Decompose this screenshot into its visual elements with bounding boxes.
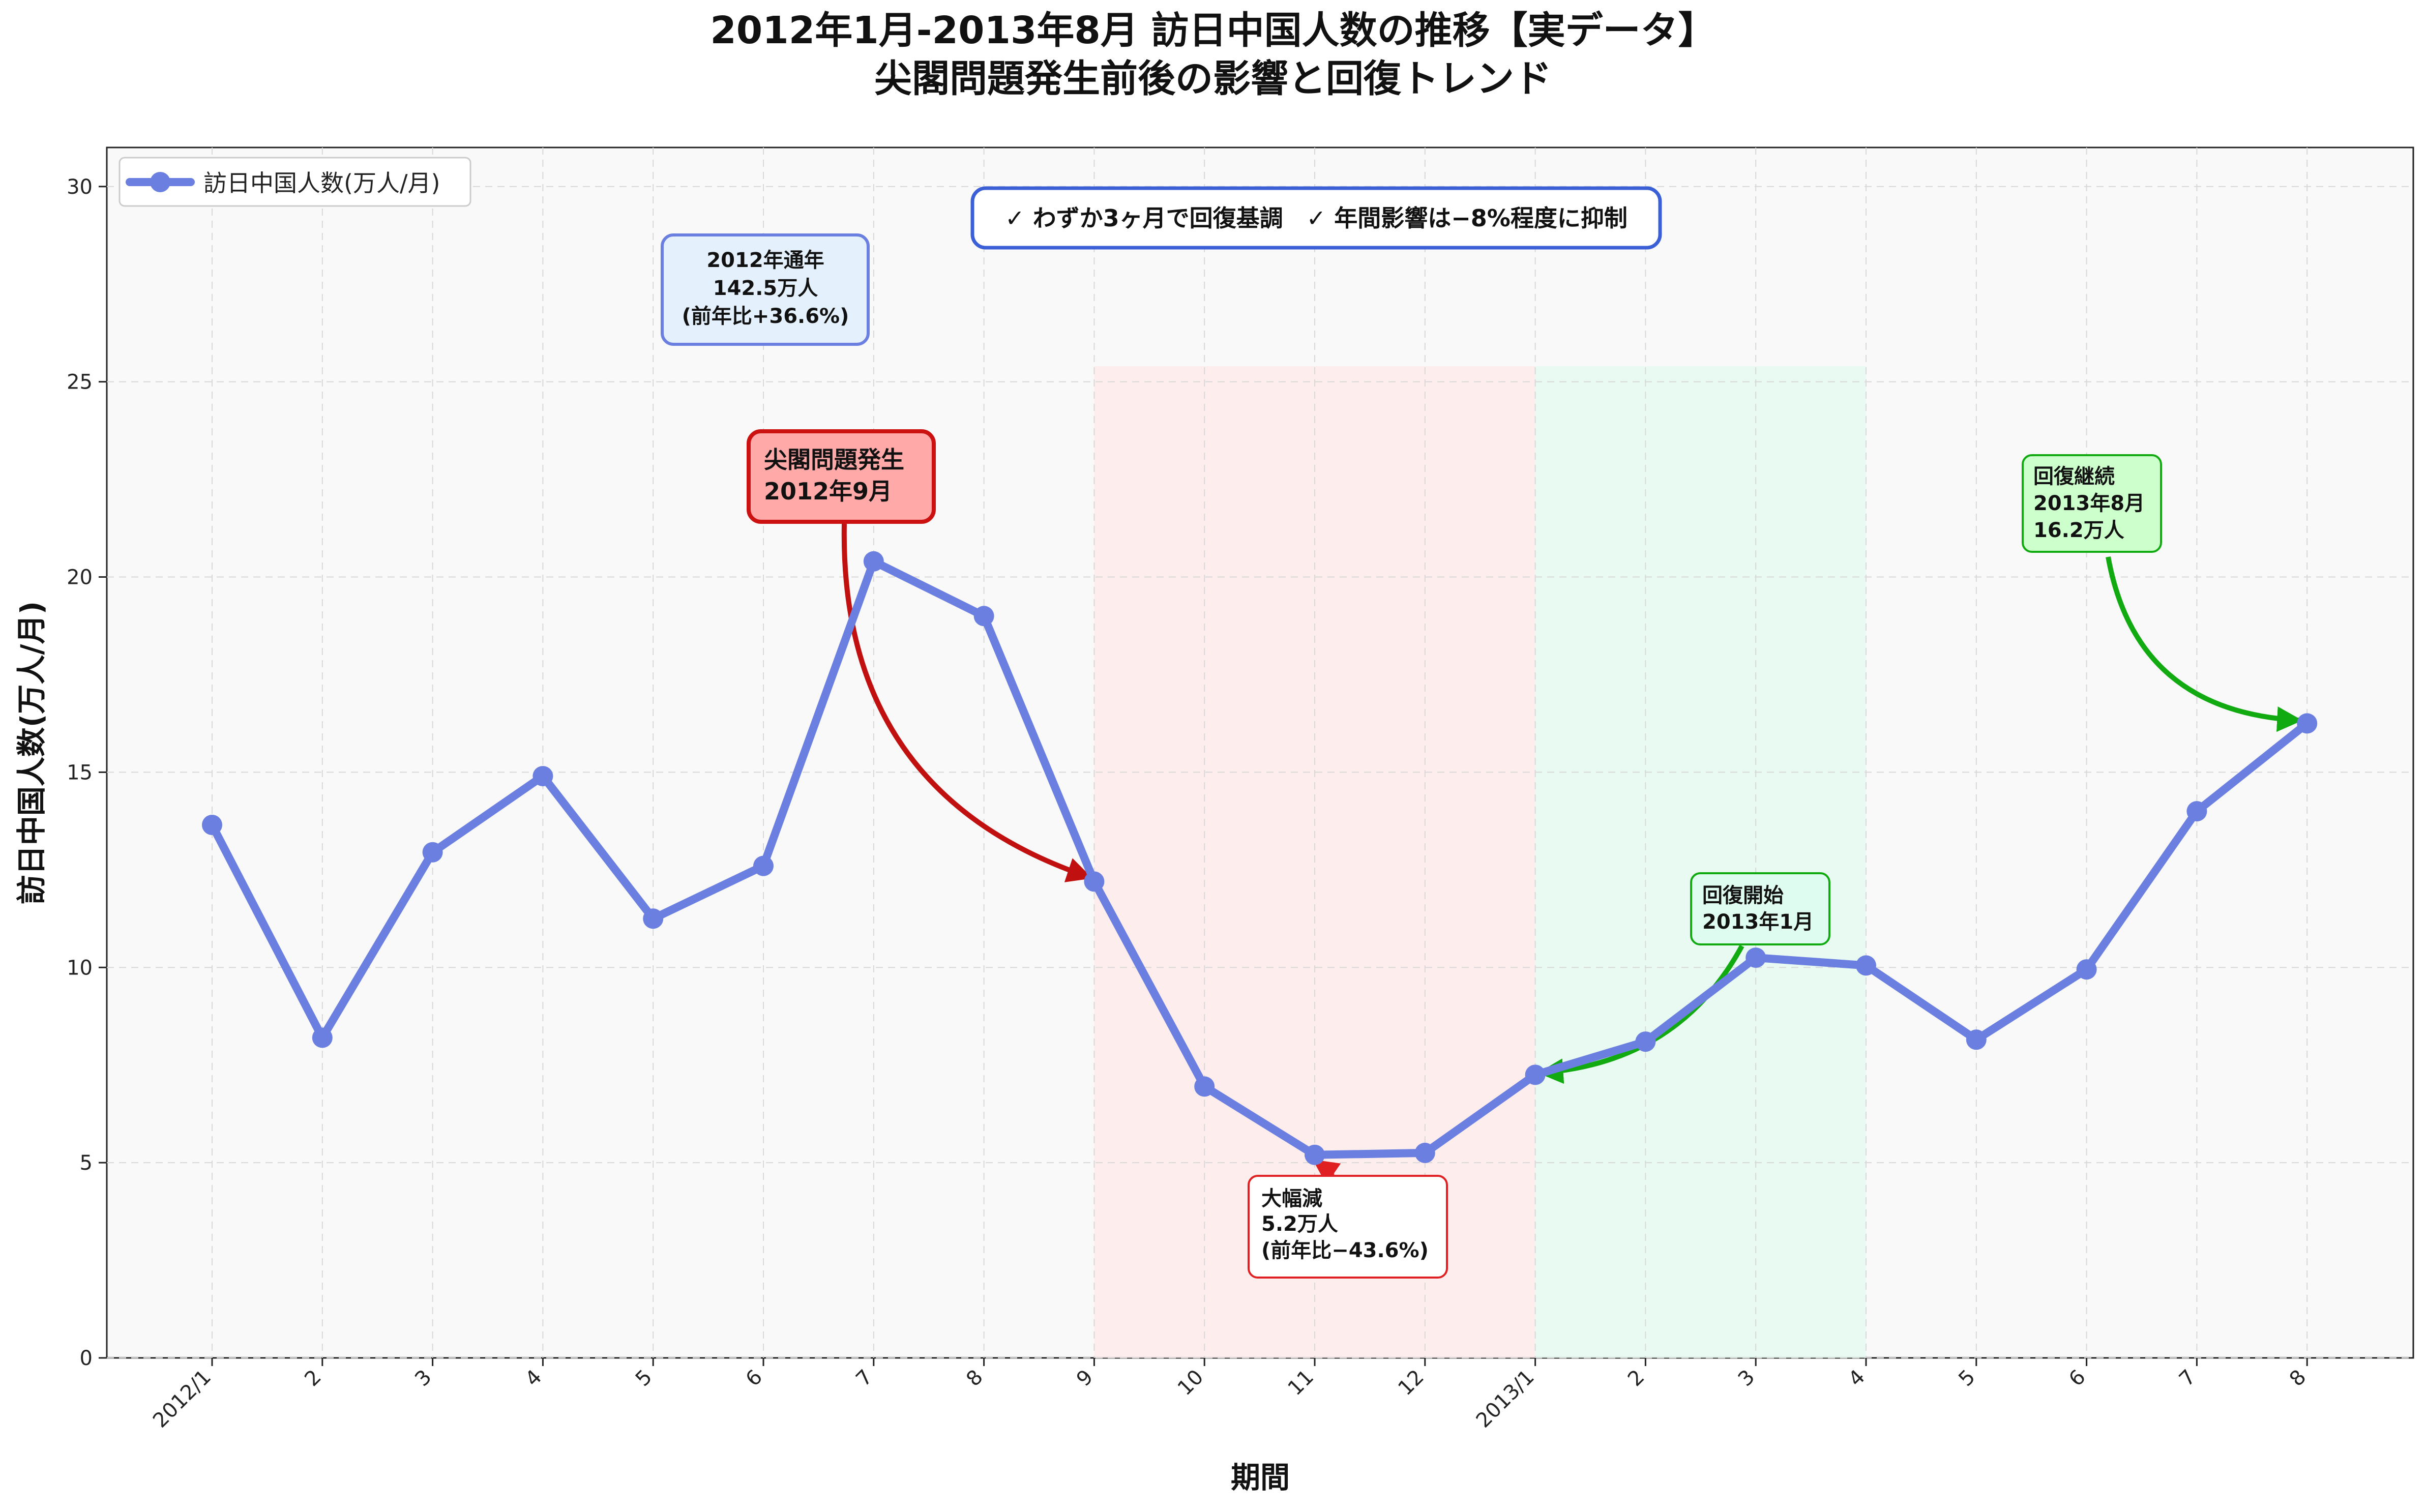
- chart-title-line1: 2012年1月-2013年8月 訪日中国人数の推移【実データ】: [710, 9, 1715, 52]
- legend-marker-swatch: [150, 172, 170, 192]
- x-tick-label: 2012/1: [149, 1366, 216, 1433]
- annotation-arrows: [841, 523, 2303, 1184]
- x-tick-label: 9: [1072, 1366, 1098, 1391]
- x-tick-label: 2: [300, 1366, 326, 1391]
- data-point: [1966, 1029, 1987, 1050]
- x-tick-label: 12: [1394, 1366, 1429, 1401]
- y-tick-label: 30: [67, 175, 93, 199]
- senkaku-line1: 尖閣問題発生: [764, 446, 904, 473]
- data-point: [2186, 801, 2207, 822]
- x-tick-label: 8: [962, 1366, 988, 1391]
- data-point: [753, 855, 774, 876]
- data-point: [1856, 955, 1876, 976]
- x-tick-label: 3: [410, 1366, 436, 1391]
- drop-line3: (前年比−43.6%): [1261, 1239, 1429, 1262]
- x-tick-label: 10: [1173, 1366, 1208, 1401]
- recovery-start-line1: 回復開始: [1702, 884, 1784, 907]
- data-point: [532, 766, 553, 787]
- top-summary-box: ✓ わずか3ヶ月で回復基調 ✓ 年間影響は−8%程度に抑制: [970, 186, 1662, 250]
- x-tick-label: 7: [851, 1366, 877, 1391]
- data-point: [1305, 1144, 1325, 1165]
- x-tick-label: 4: [1844, 1366, 1870, 1391]
- x-axis-label: 期間: [1231, 1460, 1290, 1495]
- y-tick-label: 0: [80, 1347, 93, 1370]
- x-tick-label: 11: [1284, 1366, 1319, 1401]
- data-point: [1525, 1064, 1546, 1085]
- x-tick-label: 2013/1: [1472, 1366, 1539, 1433]
- y-axis-label: 訪日中国人数(万人/月): [14, 601, 49, 904]
- shaded-region-1: [1535, 366, 1866, 1358]
- legend: 訪日中国人数(万人/月): [119, 157, 471, 207]
- data-point: [1635, 1031, 1656, 1052]
- x-tick-label: 3: [1734, 1366, 1760, 1391]
- x-tick-label: 5: [1954, 1366, 1980, 1391]
- y-tick-label: 5: [80, 1151, 93, 1175]
- data-point: [1084, 871, 1105, 892]
- annotations: ✓ わずか3ヶ月で回復基調 ✓ 年間影響は−8%程度に抑制 2012年通年 14…: [661, 186, 2162, 1279]
- top-summary-text: ✓ わずか3ヶ月で回復基調 ✓ 年間影響は−8%程度に抑制: [1005, 204, 1628, 232]
- x-tick-label: 7: [2175, 1366, 2201, 1391]
- y-axis: 0 5 10 15 20 25 30: [67, 175, 107, 1370]
- x-tick-label: 4: [521, 1366, 547, 1391]
- x-tick-label: 8: [2285, 1366, 2311, 1391]
- data-point: [312, 1027, 333, 1048]
- data-point: [1194, 1076, 1215, 1097]
- x-tick-label: 6: [2064, 1366, 2090, 1391]
- year-total-box: 2012年通年 142.5万人 (前年比+36.6%): [661, 233, 870, 346]
- recovery-start-line2: 2013年1月: [1702, 910, 1814, 934]
- legend-frame: [119, 157, 471, 207]
- x-tick-label: 5: [631, 1366, 657, 1391]
- shaded-regions: [1094, 366, 1866, 1358]
- data-point: [863, 551, 884, 572]
- senkaku-arrow: [841, 523, 1093, 882]
- recovery-continue-line2: 2013年8月: [2033, 492, 2145, 515]
- data-point: [2076, 959, 2097, 980]
- data-point: [973, 606, 994, 627]
- drop-line1: 大幅減: [1261, 1187, 1322, 1210]
- y-tick-label: 15: [67, 761, 93, 784]
- senkaku-line2: 2012年9月: [764, 478, 892, 505]
- chart-title-line2: 尖閣問題発生前後の影響と回復トレンド: [874, 57, 1552, 101]
- x-axis: 2012/1 2 3 4 5 6 7 8 9 10 11 12 2013/1 2 3 4 5 6 7 8: [149, 1358, 2311, 1433]
- data-point: [422, 842, 443, 863]
- drop-line2: 5.2万人: [1261, 1212, 1338, 1236]
- recovery-continue-line3: 16.2万人: [2033, 519, 2124, 542]
- senkaku-box: 尖閣問題発生 2012年9月: [747, 429, 936, 524]
- recovery-start-arrow: [1537, 944, 1744, 1084]
- recovery-continue-arrow: [2106, 556, 2303, 732]
- data-point: [202, 815, 222, 836]
- y-tick-label: 20: [67, 566, 93, 589]
- year-total-line2: 142.5万人: [713, 277, 818, 300]
- recovery-continue-box: 回復継続 2013年8月 16.2万人: [2022, 454, 2162, 553]
- data-point: [1414, 1142, 1435, 1163]
- year-total-line1: 2012年通年: [706, 249, 824, 272]
- series-line: [208, 557, 2312, 1159]
- x-tick-label: 2: [1623, 1366, 1649, 1391]
- x-tick-label: 6: [742, 1366, 767, 1391]
- y-tick-label: 10: [67, 956, 93, 980]
- data-point: [643, 908, 664, 929]
- recovery-continue-line1: 回復継続: [2033, 465, 2115, 488]
- legend-label: 訪日中国人数(万人/月): [203, 169, 440, 197]
- data-point: [1745, 947, 1766, 968]
- year-total-line3: (前年比+36.6%): [682, 305, 849, 328]
- recovery-start-box: 回復開始 2013年1月: [1690, 872, 1830, 945]
- y-tick-label: 25: [67, 371, 93, 394]
- drop-box: 大幅減 5.2万人 (前年比−43.6%): [1248, 1175, 1448, 1279]
- data-point: [2297, 713, 2318, 734]
- data-series: [202, 551, 2318, 1165]
